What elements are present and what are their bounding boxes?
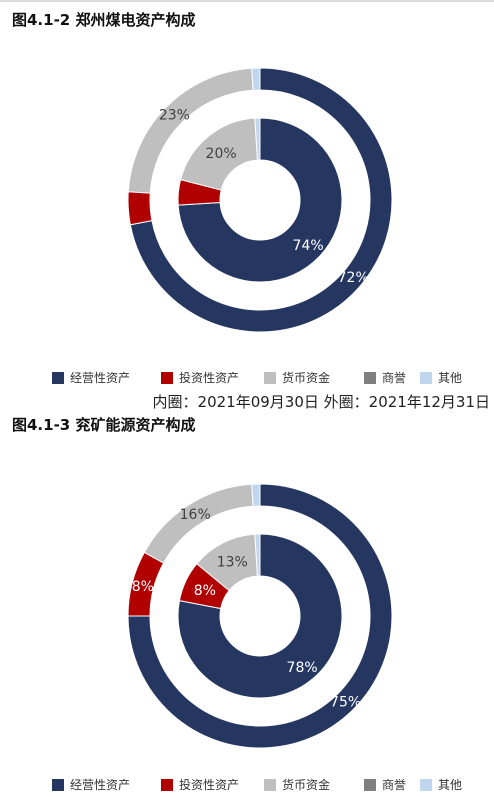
outer-ring-label-2: 23%: [159, 107, 190, 123]
legend-label: 商誉: [382, 371, 407, 385]
outer-ring-label-2: 16%: [180, 507, 211, 523]
donut-chart-2: 75%8%16%78%8%13%: [127, 483, 393, 749]
legend-swatch: [52, 372, 64, 384]
legend-swatch: [420, 372, 432, 384]
legend-label: 货币资金: [282, 371, 331, 385]
donut-chart-1: 72% 23% 74% 20%: [127, 67, 393, 333]
outer-ring-label-1: 8%: [132, 579, 154, 595]
inner-ring-slice-4: [254, 117, 261, 161]
inner-ring-label-1: 8%: [194, 583, 216, 599]
legend-label: 投资性资产: [179, 778, 240, 792]
legend-label: 商誉: [382, 778, 407, 792]
outer-ring-slice-4: [251, 483, 261, 507]
inner-ring-label-0: 74%: [293, 238, 324, 254]
ring-date-note: 内圈：2021年09月30日 外圈：2021年12月31日: [152, 393, 490, 411]
legend-1: 经营性资产 投资性资产 货币资金 商誉 其他: [0, 370, 494, 390]
outer-ring-slice-0: [127, 483, 393, 749]
inner-ring-slice-0: [177, 533, 343, 699]
outer-ring-label-0: 72%: [338, 270, 369, 286]
outer-ring-slice-0: [129, 67, 393, 333]
inner-ring-slice-4: [254, 533, 261, 577]
outer-ring-label-0: 75%: [330, 695, 361, 711]
legend-label: 其他: [438, 371, 463, 385]
legend-label: 经营性资产: [70, 778, 131, 792]
inner-ring-label-2: 13%: [217, 555, 248, 571]
inner-ring-slice-0: [177, 117, 343, 283]
legend-swatch: [364, 779, 376, 791]
outer-ring-slice-1: [127, 191, 153, 226]
inner-ring-label-0: 78%: [287, 660, 318, 676]
legend-label: 货币资金: [282, 778, 331, 792]
chart-title-1: 图4.1-2 郑州煤电资产构成: [12, 11, 196, 29]
legend-swatch: [420, 779, 432, 791]
legend-swatch: [364, 372, 376, 384]
legend-swatch: [264, 779, 276, 791]
legend-label: 其他: [438, 778, 463, 792]
inner-ring-label-2: 20%: [206, 146, 237, 162]
legend-swatch: [161, 372, 173, 384]
legend-2: 经营性资产 投资性资产 货币资金 商誉 其他: [0, 777, 494, 797]
top-divider: [0, 0, 494, 2]
chart-title-2: 图4.1-3 兖矿能源资产构成: [12, 416, 196, 434]
legend-label: 投资性资产: [179, 371, 240, 385]
legend-swatch: [264, 372, 276, 384]
legend-swatch: [52, 779, 64, 791]
legend-swatch: [161, 779, 173, 791]
legend-label: 经营性资产: [70, 371, 131, 385]
outer-ring-slice-4: [251, 67, 261, 91]
